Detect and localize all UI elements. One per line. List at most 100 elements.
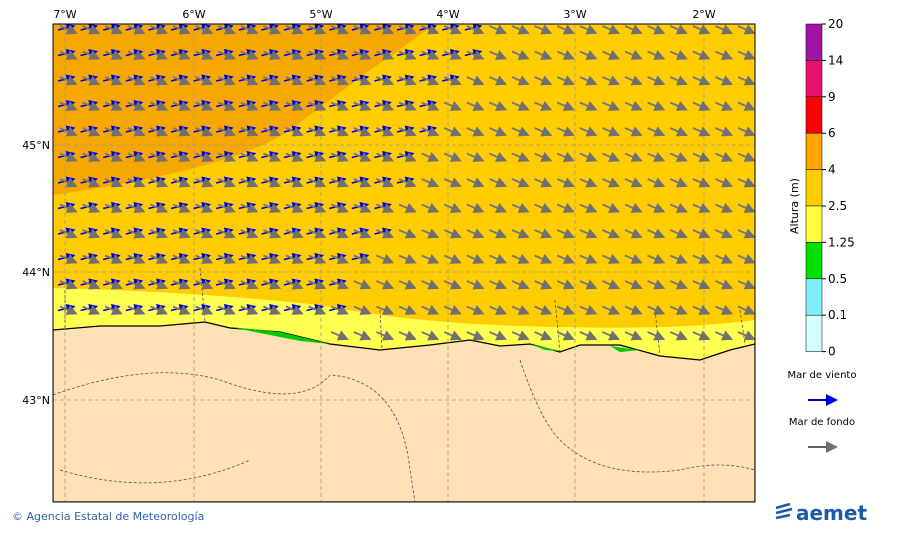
swell-arrow <box>534 151 553 162</box>
swell-arrow <box>59 228 78 239</box>
swell-arrow <box>669 279 688 290</box>
swell-arrow <box>647 279 666 290</box>
swell-arrow <box>104 151 123 162</box>
swell-arrow <box>127 126 146 137</box>
swell-arrow <box>376 177 395 188</box>
swell-arrow <box>647 24 666 35</box>
swell-arrow <box>489 100 508 111</box>
swell-arrow <box>398 330 417 341</box>
swell-arrow <box>692 151 711 162</box>
swell-arrow <box>82 253 101 264</box>
colorbar-label: 1.25 <box>828 235 855 249</box>
swell-arrow <box>534 75 553 86</box>
swell-arrow <box>624 304 643 315</box>
credit: © Agencia Estatal de Meteorología <box>12 510 204 523</box>
swell-arrow <box>602 126 621 137</box>
swell-arrow <box>308 253 327 264</box>
swell-arrow <box>240 304 259 315</box>
colorbar-label: 9 <box>828 90 836 104</box>
swell-arrow <box>624 202 643 213</box>
swell-arrow <box>59 151 78 162</box>
swell-arrow <box>715 75 734 86</box>
swell-arrow <box>556 304 575 315</box>
swell-arrow <box>104 279 123 290</box>
swell-arrow <box>330 228 349 239</box>
colorbar-title: Altura (m) <box>788 178 801 234</box>
swell-arrow <box>511 100 530 111</box>
lon-label: 7°W <box>53 8 76 21</box>
swell-arrow <box>443 304 462 315</box>
swell-arrow <box>308 24 327 35</box>
swell-arrow <box>285 177 304 188</box>
swell-arrow <box>647 177 666 188</box>
swell-arrow <box>669 100 688 111</box>
swell-arrow <box>692 330 711 341</box>
swell-arrow <box>330 202 349 213</box>
swell-arrow <box>104 126 123 137</box>
swell-arrow <box>150 202 169 213</box>
swell-arrow <box>647 126 666 137</box>
swell-arrow <box>534 253 553 264</box>
swell-arrow <box>263 202 282 213</box>
swell-arrow <box>421 24 440 35</box>
swell-arrow <box>421 304 440 315</box>
swell-arrow <box>195 126 214 137</box>
swell-arrow <box>466 279 485 290</box>
swell-arrow <box>669 24 688 35</box>
swell-arrow <box>579 126 598 137</box>
swell-arrow <box>195 253 214 264</box>
swell-arrow <box>217 24 236 35</box>
swell-arrow <box>59 100 78 111</box>
swell-arrow <box>692 75 711 86</box>
swell-arrow <box>489 279 508 290</box>
lat-label: 44°N <box>22 266 50 279</box>
swell-arrow <box>579 24 598 35</box>
colorbar-bin <box>805 132 823 170</box>
swell-arrow <box>82 49 101 60</box>
swell-arrow <box>534 177 553 188</box>
swell-arrow <box>308 151 327 162</box>
swell-arrow <box>556 228 575 239</box>
swell-arrow <box>353 279 372 290</box>
swell-arrow <box>669 177 688 188</box>
swell-arrow <box>692 49 711 60</box>
swell-arrow <box>579 330 598 341</box>
swell-arrow <box>489 75 508 86</box>
swell-arrow <box>285 253 304 264</box>
swell-arrow <box>624 49 643 60</box>
swell-arrow <box>737 253 755 264</box>
swell-arrow <box>127 24 146 35</box>
swell-arrow <box>330 177 349 188</box>
swell-arrow <box>556 151 575 162</box>
swell-arrow <box>715 202 734 213</box>
swell-arrow <box>217 228 236 239</box>
swell-arrow <box>511 75 530 86</box>
lat-label: 43°N <box>22 394 50 407</box>
swell-arrow <box>240 24 259 35</box>
swell-arrow <box>398 202 417 213</box>
swell-arrow <box>556 24 575 35</box>
colorbar-bin <box>805 205 823 243</box>
swell-arrow <box>556 75 575 86</box>
swell-arrow <box>263 228 282 239</box>
swell-arrow <box>692 100 711 111</box>
map-frame <box>52 23 756 503</box>
swell-arrow <box>150 75 169 86</box>
swell-arrow <box>511 228 530 239</box>
swell-arrow <box>624 75 643 86</box>
swell-arrow <box>104 24 123 35</box>
swell-arrow <box>579 253 598 264</box>
swell-arrow <box>647 151 666 162</box>
swell-arrow <box>443 126 462 137</box>
swell-arrow <box>172 177 191 188</box>
swell-arrow <box>534 49 553 60</box>
swell-arrow <box>59 279 78 290</box>
swell-arrow <box>150 228 169 239</box>
swell-arrow <box>263 75 282 86</box>
colorbar-bin <box>805 169 823 207</box>
swell-arrow <box>421 253 440 264</box>
swell-arrow <box>579 177 598 188</box>
swell-arrow <box>172 151 191 162</box>
swell-arrow <box>195 177 214 188</box>
swell-arrow <box>308 126 327 137</box>
